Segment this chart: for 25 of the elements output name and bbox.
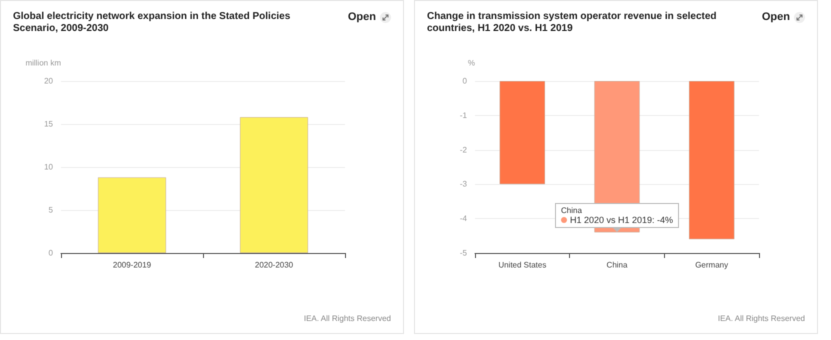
chart-title: Global electricity network expansion in the Stated Policies Scenario, 2009-2030: [13, 11, 292, 35]
y-axis-title: million km: [25, 58, 62, 68]
y-tick-label: 10: [44, 162, 54, 172]
y-tick-label: 20: [44, 76, 54, 86]
y-tick-label: 15: [44, 120, 54, 128]
x-tick-label: United States: [498, 260, 546, 270]
text: IEA. All Rights Reserved: [718, 314, 805, 323]
y-tick-label: -5: [460, 248, 468, 258]
text: IEA. All Rights Reserved: [304, 314, 391, 323]
text: Open: [348, 11, 376, 23]
x-tick-label: 2020-2030: [254, 260, 294, 270]
y-tick-label: -2: [460, 145, 468, 154]
y-tick-label: -4: [460, 214, 468, 224]
y-tick-label: 0: [462, 76, 468, 86]
x-tick-label: 2009-2019: [112, 260, 152, 270]
y-tick-label: 5: [48, 206, 54, 214]
x-tick-label: China: [606, 260, 628, 270]
y-tick-label: 0: [48, 248, 54, 258]
y-tick-label: -3: [460, 180, 468, 189]
text: Open: [762, 11, 790, 23]
annotation: China H1 2020 vs H1 2019: -4%: [561, 206, 674, 226]
x-tick-label: Germany: [695, 260, 728, 270]
y-axis-title: %: [468, 58, 475, 68]
y-tick-label: -1: [460, 110, 468, 120]
chart-title: Change in transmission system operator revenue in selected countries, H1 2020 vs. H1 2019: [427, 11, 718, 35]
